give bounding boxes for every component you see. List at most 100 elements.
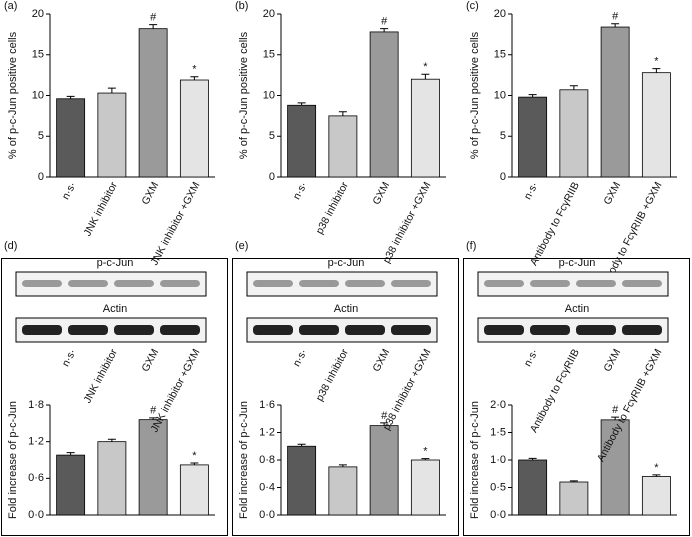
y-tick-label: 0·5 — [490, 481, 506, 493]
x-tick-label: GXM — [139, 180, 161, 207]
bar — [559, 89, 589, 178]
y-tick-label: 1·0 — [490, 454, 506, 466]
bar — [369, 31, 399, 178]
blot-band — [391, 325, 431, 335]
blot-band — [22, 325, 62, 335]
bar — [518, 459, 548, 516]
error-bar — [421, 458, 430, 460]
y-tick-label: 15 — [263, 49, 275, 61]
blot-band — [114, 325, 154, 335]
panel-box — [232, 258, 459, 536]
panel-label: (a) — [4, 0, 17, 12]
y-axis-label: Fold increase of p-c-Jun — [238, 401, 250, 519]
bar — [410, 78, 440, 178]
blot-band — [345, 325, 385, 335]
error-bar — [190, 76, 199, 81]
error-bar — [652, 474, 661, 477]
panel-label: (b) — [235, 0, 248, 12]
bar — [97, 92, 127, 178]
blot-band — [530, 325, 570, 335]
y-axis-label: Fold increase of p-c-Jun — [7, 401, 19, 519]
bar — [287, 104, 317, 178]
y-tick-label: 1·6 — [259, 399, 275, 411]
significance-marker: * — [654, 56, 659, 68]
error-bar — [297, 102, 306, 106]
bar — [518, 96, 548, 178]
bar — [641, 72, 671, 178]
blot-band — [253, 325, 293, 335]
blot-label: Actin — [334, 303, 358, 315]
x-tick-label: p38 inhibitor +GXM — [381, 180, 434, 265]
y-tick-label: 10 — [32, 89, 44, 101]
y-axis-label: % of p-c-Jun positive cells — [238, 31, 250, 159]
bar — [179, 464, 209, 516]
x-tick-label: JNK inhibitor — [81, 347, 120, 406]
bar — [287, 445, 317, 516]
blot-label: Actin — [103, 303, 127, 315]
y-tick-label: 0·4 — [259, 481, 275, 493]
y-tick-label: 0·0 — [28, 509, 44, 521]
significance-marker: # — [150, 12, 157, 24]
blot-band — [299, 280, 339, 287]
error-bar — [107, 87, 116, 94]
bar — [56, 454, 86, 516]
x-tick-label: GXM — [601, 347, 623, 374]
error-bar — [611, 416, 620, 420]
y-tick-label: 20 — [32, 8, 44, 20]
error-bar — [380, 28, 389, 32]
error-bar — [338, 111, 347, 116]
significance-marker: * — [423, 446, 428, 458]
y-axis-label: Fold increase of p-c-Jun — [469, 401, 481, 519]
significance-marker: # — [612, 404, 619, 416]
error-bar — [107, 438, 116, 442]
blot-band — [160, 280, 200, 287]
y-tick-label: 5 — [500, 130, 506, 142]
y-tick-label: 0 — [38, 171, 44, 183]
error-bar — [421, 73, 430, 80]
y-tick-label: 1·5 — [490, 426, 506, 438]
error-bar — [652, 68, 661, 73]
y-tick-label: 0 — [500, 171, 506, 183]
bar — [410, 459, 440, 516]
blot-band — [160, 325, 200, 335]
bar — [138, 419, 168, 516]
y-axis-label: % of p-c-Jun positive cells — [7, 31, 19, 159]
y-tick-label: 20 — [494, 8, 506, 20]
panel-box — [1, 258, 228, 536]
x-tick-label: n·s· — [60, 347, 79, 369]
y-tick-label: 1·2 — [259, 426, 275, 438]
y-axis-label: % of p-c-Jun positive cells — [469, 31, 481, 159]
y-tick-label: 0·8 — [259, 454, 275, 466]
error-bar — [190, 462, 199, 465]
x-tick-label: n·s· — [291, 347, 310, 369]
bar — [600, 419, 630, 516]
error-bar — [66, 452, 75, 456]
error-bar — [569, 85, 578, 90]
panel-label: (d) — [4, 240, 17, 252]
significance-marker: * — [192, 450, 197, 462]
significance-marker: * — [192, 64, 197, 76]
y-tick-label: 1·2 — [28, 436, 44, 448]
y-tick-label: 15 — [494, 49, 506, 61]
blot-label: p-c-Jun — [97, 257, 134, 269]
y-tick-label: 5 — [38, 130, 44, 142]
error-bar — [611, 23, 620, 28]
significance-marker: # — [381, 16, 388, 28]
x-tick-label: p38 inhibitor — [314, 347, 352, 404]
error-bar — [338, 464, 347, 467]
x-tick-label: p38 inhibitor +GXM — [381, 347, 434, 432]
blot-band — [576, 280, 616, 287]
significance-marker: * — [423, 61, 428, 73]
x-tick-label: n·s· — [291, 180, 310, 202]
x-tick-label: JNK inhibitor — [81, 180, 120, 239]
bar — [600, 26, 630, 178]
blot-label: p-c-Jun — [559, 257, 596, 269]
error-bar — [528, 457, 537, 460]
blot-band — [576, 325, 616, 335]
significance-marker: * — [654, 462, 659, 474]
y-tick-label: 1·8 — [28, 399, 44, 411]
blot-label: p-c-Jun — [328, 257, 365, 269]
y-tick-label: 10 — [263, 89, 275, 101]
bar — [138, 28, 168, 178]
